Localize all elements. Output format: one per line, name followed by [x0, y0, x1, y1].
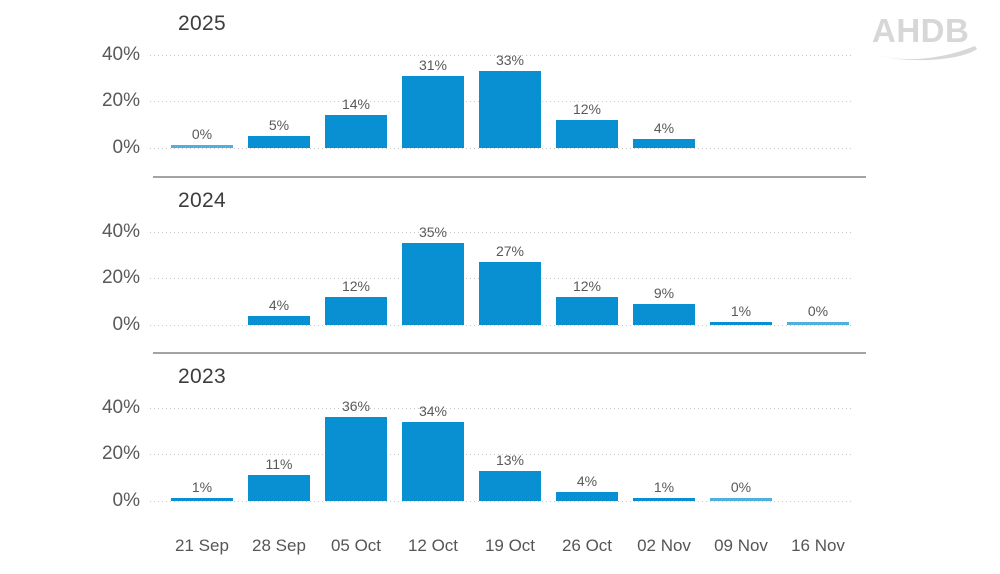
bar-value-label: 9% — [653, 285, 675, 301]
ahdb-logo: AHDB — [872, 14, 982, 65]
panel-title: 2023 — [178, 365, 226, 388]
bar-value-label: 1% — [191, 479, 213, 495]
bar-value-label: 31% — [418, 57, 448, 73]
y-tick-label: 0% — [112, 314, 140, 335]
bar-value-label: 0% — [191, 126, 213, 142]
x-tick-label: 21 Sep — [175, 536, 229, 555]
bar-value-label: 4% — [268, 297, 290, 313]
bar — [248, 136, 310, 148]
bar — [325, 297, 387, 325]
x-tick-label: 02 Nov — [637, 536, 691, 555]
x-tick-label: 19 Oct — [484, 536, 536, 555]
bar-value-label: 5% — [268, 117, 290, 133]
bar-value-label: 33% — [495, 52, 525, 68]
bar — [402, 243, 464, 325]
x-tick-label: 28 Sep — [252, 536, 306, 555]
x-tick-label: 12 Oct — [407, 536, 459, 555]
y-tick-label: 0% — [112, 490, 140, 511]
gridline-0pct — [150, 148, 852, 149]
bar-value-label: 1% — [653, 479, 675, 495]
bar-value-label: 1% — [730, 303, 752, 319]
bar — [248, 475, 310, 501]
panel-2024: 2024 40% 20% 0% 4% 12% 35% 27% 12% 9% 1% 0% — [0, 177, 1000, 353]
ahdb-logo-text: AHDB — [872, 12, 970, 49]
bar-value-label: 14% — [341, 96, 371, 112]
bar-value-label: 34% — [418, 403, 448, 419]
bar — [402, 76, 464, 148]
bar-value-label: 0% — [730, 479, 752, 495]
bar — [633, 304, 695, 325]
x-tick-label: 16 Nov — [791, 536, 845, 555]
bar — [556, 297, 618, 325]
panel-separator — [153, 352, 866, 354]
gridline-40pct — [150, 407, 852, 409]
bar-value-label: 0% — [807, 303, 829, 319]
bar — [248, 316, 310, 325]
bar-value-label: 4% — [576, 473, 598, 489]
y-tick-label: 0% — [112, 137, 140, 158]
bar-value-label: 11% — [265, 456, 293, 472]
y-tick-label: 40% — [101, 220, 140, 242]
bar — [402, 422, 464, 501]
panel-2025: 2025 40% 20% 0% 0% 5% 14% 31% 33% 12% 4% — [0, 0, 1000, 176]
bar — [479, 471, 541, 501]
panel-2023: 2023 40% 20% 0% 1% 11% 36% 34% 13% 4% 1% 0% — [0, 353, 1000, 529]
bar — [479, 71, 541, 148]
y-tick-label: 20% — [101, 90, 140, 112]
panel-title: 2025 — [178, 12, 226, 35]
bar — [710, 322, 772, 325]
x-tick-label: 26 Oct — [561, 536, 613, 555]
gridline-0pct — [150, 325, 852, 326]
x-tick-label: 09 Nov — [714, 536, 768, 555]
bar-value-label: 12% — [572, 278, 602, 294]
bar — [633, 498, 695, 501]
bar-value-label: 12% — [572, 101, 602, 117]
bar — [325, 417, 387, 501]
bar — [710, 498, 772, 501]
gridline-20pct — [150, 454, 852, 456]
y-tick-label: 40% — [101, 396, 140, 418]
bar — [633, 139, 695, 148]
gridline-40pct — [150, 231, 852, 233]
y-tick-label: 20% — [101, 267, 140, 289]
x-tick-label: 05 Oct — [330, 536, 382, 555]
bar — [171, 498, 233, 501]
panel-title: 2024 — [178, 189, 226, 212]
bar-value-label: 13% — [495, 452, 525, 468]
ahdb-swoosh-icon — [872, 46, 977, 61]
bar — [787, 322, 849, 325]
gridline-0pct — [150, 501, 852, 502]
panel-separator — [153, 176, 866, 178]
bar — [556, 492, 618, 501]
y-tick-label: 40% — [101, 43, 140, 65]
bar — [171, 145, 233, 148]
bar-value-label: 27% — [495, 243, 525, 259]
y-tick-label: 20% — [101, 443, 140, 465]
bar — [325, 115, 387, 148]
bar-value-label: 4% — [653, 120, 675, 136]
bar — [556, 120, 618, 148]
bar-value-label: 36% — [341, 398, 371, 414]
bar — [479, 262, 541, 325]
gridline-40pct — [150, 54, 852, 56]
bar-value-label: 35% — [418, 224, 448, 240]
bar-value-label: 12% — [341, 278, 371, 294]
